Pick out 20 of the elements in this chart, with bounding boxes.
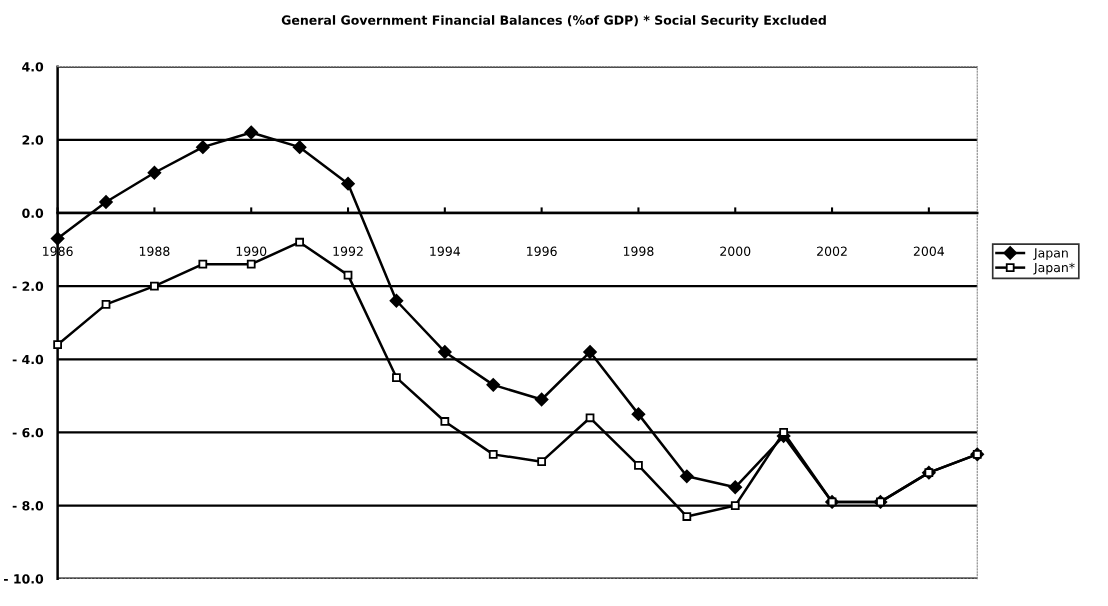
- x-tick-label: 1998: [623, 246, 654, 256]
- x-tick-label: 1992: [333, 246, 363, 256]
- y-tick-label: 0.0: [22, 208, 44, 218]
- x-tick-label: 2004: [913, 246, 945, 256]
- y-tick-label: - 2.0: [12, 281, 44, 292]
- y-tick-label: - 8.0: [12, 501, 44, 511]
- y-tick-label: - 10.0: [4, 574, 44, 584]
- chart-title: General Government Financial Balances (%of GDP) * Social Security Excluded: [281, 15, 826, 28]
- y-tick-label: - 6.0: [12, 427, 44, 438]
- x-tick-label: 1988: [139, 246, 170, 256]
- x-tick-label: 1996: [527, 246, 557, 256]
- x-tick-label: 1994: [430, 246, 461, 256]
- y-tick-label: 4.0: [22, 62, 44, 72]
- x-tick-label: 1990: [236, 246, 267, 256]
- legend-label: Japan: [1033, 248, 1068, 260]
- x-tick-label: 2002: [817, 246, 847, 256]
- y-tick-label: 2.0: [22, 135, 44, 145]
- y-tick-label: - 4.0: [12, 354, 44, 365]
- x-tick-label: 2000: [720, 246, 751, 256]
- legend-label: Japan*: [1033, 262, 1075, 275]
